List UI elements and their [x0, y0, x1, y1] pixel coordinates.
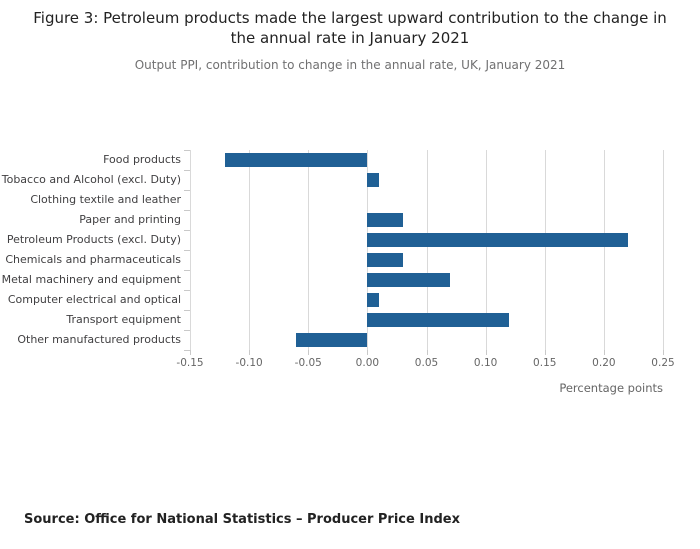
x-tick — [603, 350, 605, 355]
plot-area: -0.15 -0.10 -0.05 0.00 0.05 0.10 0.15 0.20 0.25 — [176, 150, 675, 369]
category-label: Tobacco and Alcohol (excl. Duty) — [1, 173, 181, 186]
x-tick-label: -0.10 — [235, 357, 263, 369]
bar-chemicals-and-pharmaceuticals — [367, 253, 403, 267]
chart-subtitle: Output PPI, contribution to change in th… — [134, 58, 566, 72]
y-tick — [184, 290, 190, 291]
y-tick — [184, 150, 190, 151]
x-tick-label: 0.25 — [651, 357, 675, 369]
x-tick — [426, 350, 428, 355]
x-tick — [308, 350, 310, 355]
y-tick — [184, 270, 190, 271]
category-label: Other manufactured products — [17, 333, 181, 346]
gridline — [603, 150, 605, 350]
gridline — [190, 150, 191, 350]
gridline — [249, 150, 251, 350]
bar-computer-electrical-and-optical — [367, 293, 380, 307]
category-label: Petroleum Products (excl. Duty) — [6, 233, 181, 246]
category-label: Food products — [103, 153, 181, 166]
category-label: Computer electrical and optical — [7, 293, 181, 306]
bar-metal-machinery-and-equipment — [367, 273, 451, 287]
category-label: Clothing textile and leather — [30, 193, 181, 206]
gridline — [367, 150, 369, 350]
x-tick — [485, 350, 487, 355]
x-tick — [367, 350, 369, 355]
x-axis-title: Percentage points — [559, 381, 663, 395]
category-label: Transport equipment — [66, 313, 181, 326]
bar-food-products — [225, 153, 368, 167]
gridline — [663, 150, 664, 350]
category-label: Chemicals and pharmaceuticals — [5, 253, 181, 266]
x-tick-label: 0.05 — [414, 357, 439, 369]
x-tick — [249, 350, 251, 355]
x-tick-label: 0.15 — [533, 357, 557, 369]
y-tick — [184, 230, 190, 231]
x-tick-label: 0.20 — [592, 357, 616, 369]
y-tick — [184, 310, 190, 311]
gridline — [426, 150, 428, 350]
y-axis-labels: Food products Tobacco and Alcohol (excl. … — [0, 150, 181, 350]
source-note: Source: Office for National Statistics –… — [24, 512, 460, 527]
bar-transport-equipment — [367, 313, 510, 327]
x-tick-label: 0.00 — [355, 357, 380, 369]
category-label: Paper and printing — [79, 213, 181, 226]
x-tick-label: -0.15 — [176, 357, 204, 369]
bar-petroleum-products-excl-duty — [367, 233, 628, 247]
bar-tobacco-and-alcohol-excl-duty — [367, 173, 380, 187]
y-tick — [184, 170, 190, 171]
y-tick — [184, 210, 190, 211]
x-tick-label: -0.05 — [294, 357, 322, 369]
bar-other-manufactured-products — [296, 333, 368, 347]
y-tick — [184, 250, 190, 251]
bar-chart: Food products Tobacco and Alcohol (excl. … — [0, 150, 700, 420]
chart-title: Figure 3: Petroleum products made the la… — [33, 9, 667, 48]
y-tick — [184, 350, 190, 351]
bar-paper-and-printing — [367, 213, 403, 227]
category-label: Metal machinery and equipment — [1, 273, 181, 286]
y-tick — [184, 190, 190, 191]
gridline — [544, 150, 546, 350]
y-tick — [184, 330, 190, 331]
x-tick — [663, 350, 664, 355]
gridline — [308, 150, 310, 350]
x-tick-label: 0.10 — [473, 357, 498, 369]
gridline — [485, 150, 487, 350]
x-tick — [544, 350, 546, 355]
x-tick — [190, 350, 191, 355]
